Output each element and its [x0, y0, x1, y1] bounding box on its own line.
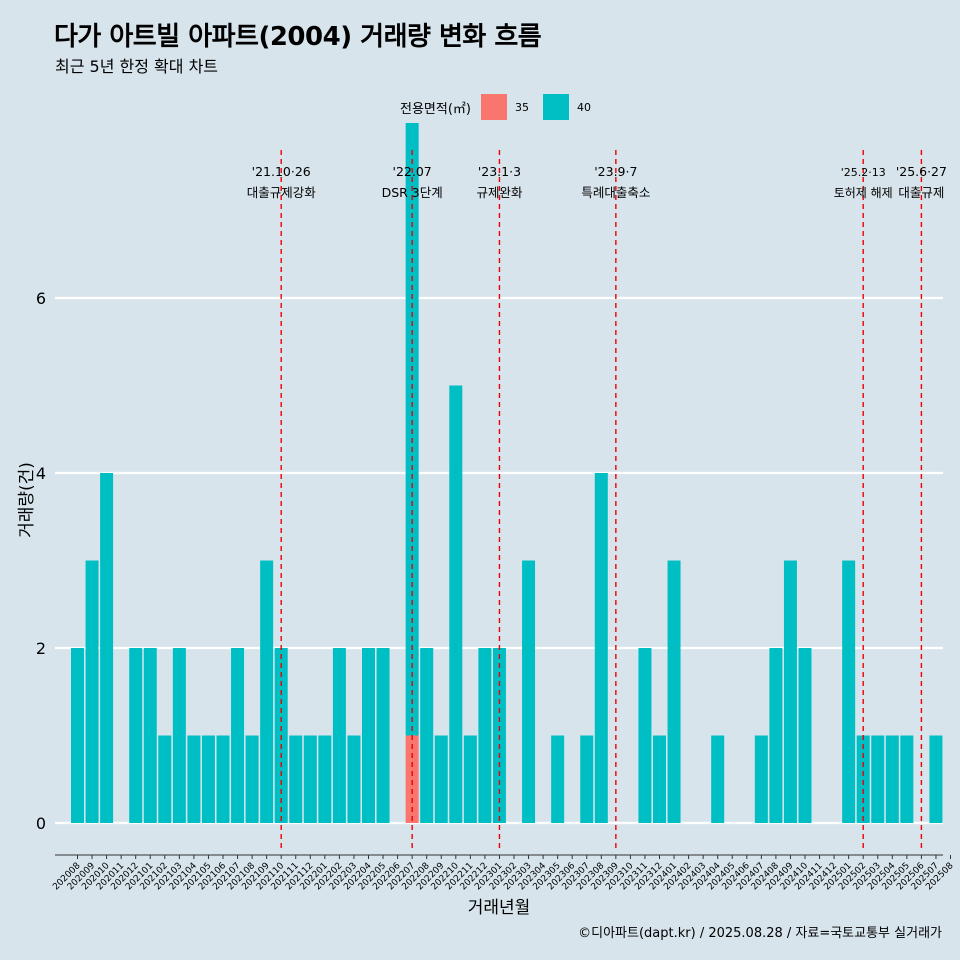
caption: ©디아파트(dapt.kr) / 2025.08.28 / 자료=국토교통부 실…: [578, 926, 942, 941]
bar-40: [332, 648, 346, 823]
bar-40: [885, 735, 899, 823]
event-date-label: '22.07: [393, 164, 432, 179]
bar-40: [478, 648, 492, 823]
y-tick-label: 2: [36, 639, 46, 658]
bar-40: [303, 735, 317, 823]
event-date-label: '25.6·27: [896, 164, 947, 179]
event-name-label: 토허제 해제: [834, 186, 893, 200]
legend-label-40: 40: [576, 100, 591, 114]
bar-40: [783, 560, 797, 823]
y-tick-label: 6: [36, 289, 46, 308]
bar-40: [260, 560, 274, 823]
y-tick-label: 0: [36, 814, 46, 833]
x-axis-title: 거래년월: [468, 898, 531, 918]
bar-40: [289, 735, 303, 823]
bar-40: [580, 735, 594, 823]
bar-40: [129, 648, 143, 823]
legend-key-35: [480, 94, 507, 120]
legend: 전용면적(㎡) 35 40: [400, 93, 605, 121]
bar-40: [231, 648, 245, 823]
bar-40: [667, 560, 681, 823]
bar-40: [85, 560, 99, 823]
bar-40: [769, 648, 783, 823]
bar-40: [653, 735, 666, 823]
legend-key-40: [542, 94, 569, 120]
event-name-label: DSR 3단계: [382, 185, 443, 200]
bar-40: [754, 735, 768, 823]
bar-40: [842, 560, 856, 823]
event-name-label: 규제완화: [476, 185, 523, 200]
legend-label-35: 35: [514, 100, 529, 114]
bar-40: [420, 648, 434, 823]
bar-40: [172, 648, 186, 823]
bar-40: [856, 735, 870, 823]
chart-title: 다가 아트빌 아파트(2004) 거래량 변화 흐름: [54, 22, 542, 52]
bar-40: [551, 735, 565, 823]
chart-subtitle: 최근 5년 한정 확대 차트: [55, 57, 219, 76]
y-tick-label: 4: [36, 464, 46, 483]
bar-35: [405, 735, 419, 823]
y-axis-title: 거래량(건): [17, 462, 37, 538]
bar-40: [71, 648, 84, 823]
bar-40: [900, 735, 914, 823]
bar-40: [143, 648, 157, 823]
event-name-label: 대출규제강화: [247, 185, 317, 200]
event-date-label: '23.9·7: [594, 164, 637, 179]
bar-40: [711, 735, 725, 823]
event-name-label: 특례대출축소: [581, 185, 650, 200]
bar-40: [187, 735, 201, 823]
bar-40: [594, 473, 608, 823]
bar-40: [201, 735, 215, 823]
bar-40: [245, 735, 259, 823]
bar-40: [463, 735, 477, 823]
bar-40: [929, 735, 943, 823]
event-date-label: '25.2·13: [841, 166, 886, 179]
legend-title: 전용면적(㎡): [400, 101, 471, 117]
bar-40: [100, 473, 114, 823]
bar-40: [638, 648, 652, 823]
bar-40: [362, 648, 375, 823]
bar-40: [434, 735, 448, 823]
event-date-label: '23.1·3: [478, 164, 521, 179]
bar-40: [522, 560, 536, 823]
bar-40: [216, 735, 230, 823]
bar-40: [347, 735, 361, 823]
bar-40: [449, 385, 463, 823]
bar-40: [158, 735, 172, 823]
event-date-label: '21.10·26: [252, 164, 311, 179]
event-name-label: 대출규제: [898, 185, 944, 200]
bar-40: [376, 648, 390, 823]
bar-40: [871, 735, 885, 823]
bar-40: [798, 648, 812, 823]
bar-40: [318, 735, 332, 823]
